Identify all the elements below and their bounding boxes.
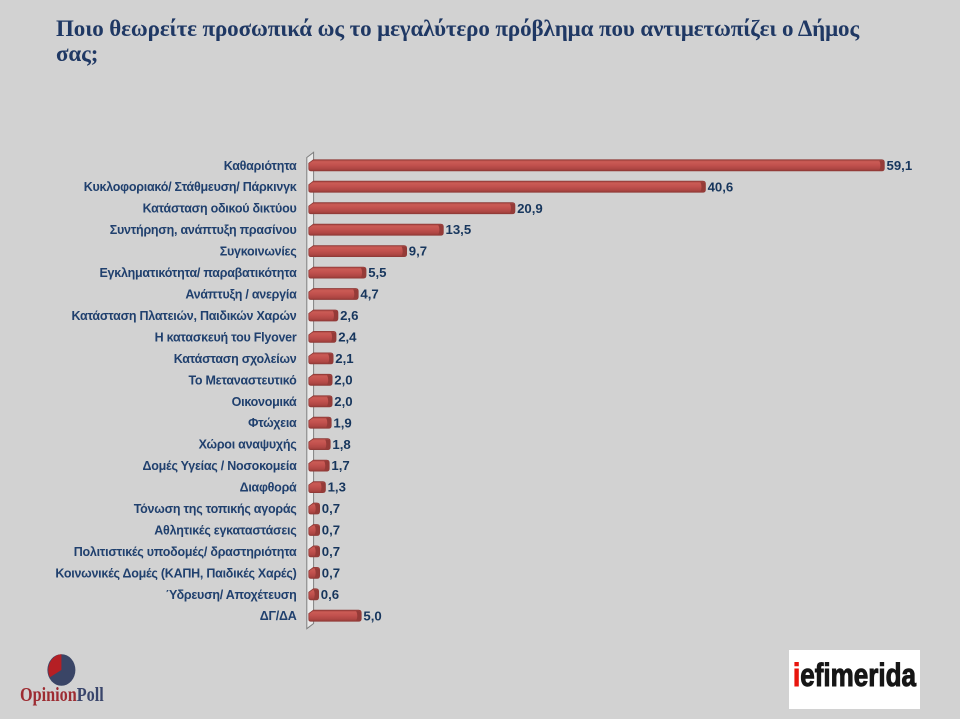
- svg-text:Το Μεταναστευτικό: Το Μεταναστευτικό: [188, 373, 297, 387]
- svg-text:Ανάπτυξη / ανεργία: Ανάπτυξη / ανεργία: [185, 288, 297, 302]
- svg-text:5,5: 5,5: [368, 265, 386, 280]
- svg-text:5,0: 5,0: [363, 608, 381, 623]
- svg-text:Κατάσταση οδικού δικτύου: Κατάσταση οδικού δικτύου: [143, 202, 297, 216]
- svg-text:Συγκοινωνίες: Συγκοινωνίες: [220, 245, 297, 259]
- svg-text:13,5: 13,5: [446, 222, 472, 237]
- svg-text:0,7: 0,7: [322, 501, 340, 516]
- svg-text:0,7: 0,7: [322, 566, 340, 581]
- svg-text:Δομές Υγείας / Νοσοκομεία: Δομές Υγείας / Νοσοκομεία: [143, 459, 298, 473]
- svg-text:4,7: 4,7: [360, 287, 378, 302]
- svg-text:1,8: 1,8: [332, 437, 350, 452]
- svg-text:1,9: 1,9: [333, 415, 351, 430]
- svg-text:Κατάσταση Πλατειών, Παιδικών Χ: Κατάσταση Πλατειών, Παιδικών Χαρών: [72, 309, 297, 323]
- svg-text:Διαφθορά: Διαφθορά: [240, 481, 297, 495]
- svg-text:Ύδρευση/ Αποχέτευση: Ύδρευση/ Αποχέτευση: [166, 588, 297, 602]
- svg-text:Χώροι αναψυχής: Χώροι αναψυχής: [199, 438, 297, 452]
- svg-text:1,3: 1,3: [328, 480, 346, 495]
- svg-text:Κυκλοφοριακό/ Στάθμευση/ Πάρκι: Κυκλοφοριακό/ Στάθμευση/ Πάρκινγκ: [84, 180, 297, 194]
- svg-text:0,6: 0,6: [321, 587, 339, 602]
- svg-text:Συντήρηση, ανάπτυξη πρασίνου: Συντήρηση, ανάπτυξη πρασίνου: [110, 223, 297, 237]
- svg-text:Πολιτιστικές υποδομές/ δραστηρ: Πολιτιστικές υποδομές/ δραστηριότητα: [74, 545, 297, 559]
- svg-text:Φτώχεια: Φτώχεια: [248, 416, 297, 430]
- svg-text:2,6: 2,6: [340, 308, 358, 323]
- svg-text:Κοινωνικές Δομές (ΚΑΠΗ, Παιδικ: Κοινωνικές Δομές (ΚΑΠΗ, Παιδικές Χαρές): [55, 566, 296, 580]
- svg-text:59,1: 59,1: [887, 158, 913, 173]
- svg-text:iefimerida: iefimerida: [793, 657, 916, 693]
- svg-text:Καθαριότητα: Καθαριότητα: [224, 159, 297, 173]
- svg-text:2,0: 2,0: [334, 372, 352, 387]
- svg-text:ΔΓ/ΔΑ: ΔΓ/ΔΑ: [260, 609, 297, 623]
- svg-text:Η κατασκευή του Flyover: Η κατασκευή του Flyover: [155, 330, 297, 344]
- svg-text:Τόνωση της τοπικής αγοράς: Τόνωση της τοπικής αγοράς: [134, 502, 297, 516]
- svg-text:20,9: 20,9: [517, 201, 543, 216]
- svg-text:9,7: 9,7: [409, 244, 427, 259]
- svg-text:2,4: 2,4: [338, 330, 357, 345]
- svg-text:2,1: 2,1: [335, 351, 353, 366]
- svg-text:2,0: 2,0: [334, 394, 352, 409]
- svg-text:Οικονομικά: Οικονομικά: [232, 395, 297, 409]
- svg-text:40,6: 40,6: [708, 179, 734, 194]
- svg-text:1,7: 1,7: [331, 458, 349, 473]
- svg-text:Αθλητικές εγκαταστάσεις: Αθλητικές εγκαταστάσεις: [154, 524, 296, 538]
- svg-text:Κατάσταση σχολείων: Κατάσταση σχολείων: [174, 352, 297, 366]
- svg-text:Εγκληματικότητα/ παραβατικότητ: Εγκληματικότητα/ παραβατικότητα: [99, 266, 297, 280]
- svg-text:0,7: 0,7: [322, 523, 340, 538]
- svg-text:0,7: 0,7: [322, 544, 340, 559]
